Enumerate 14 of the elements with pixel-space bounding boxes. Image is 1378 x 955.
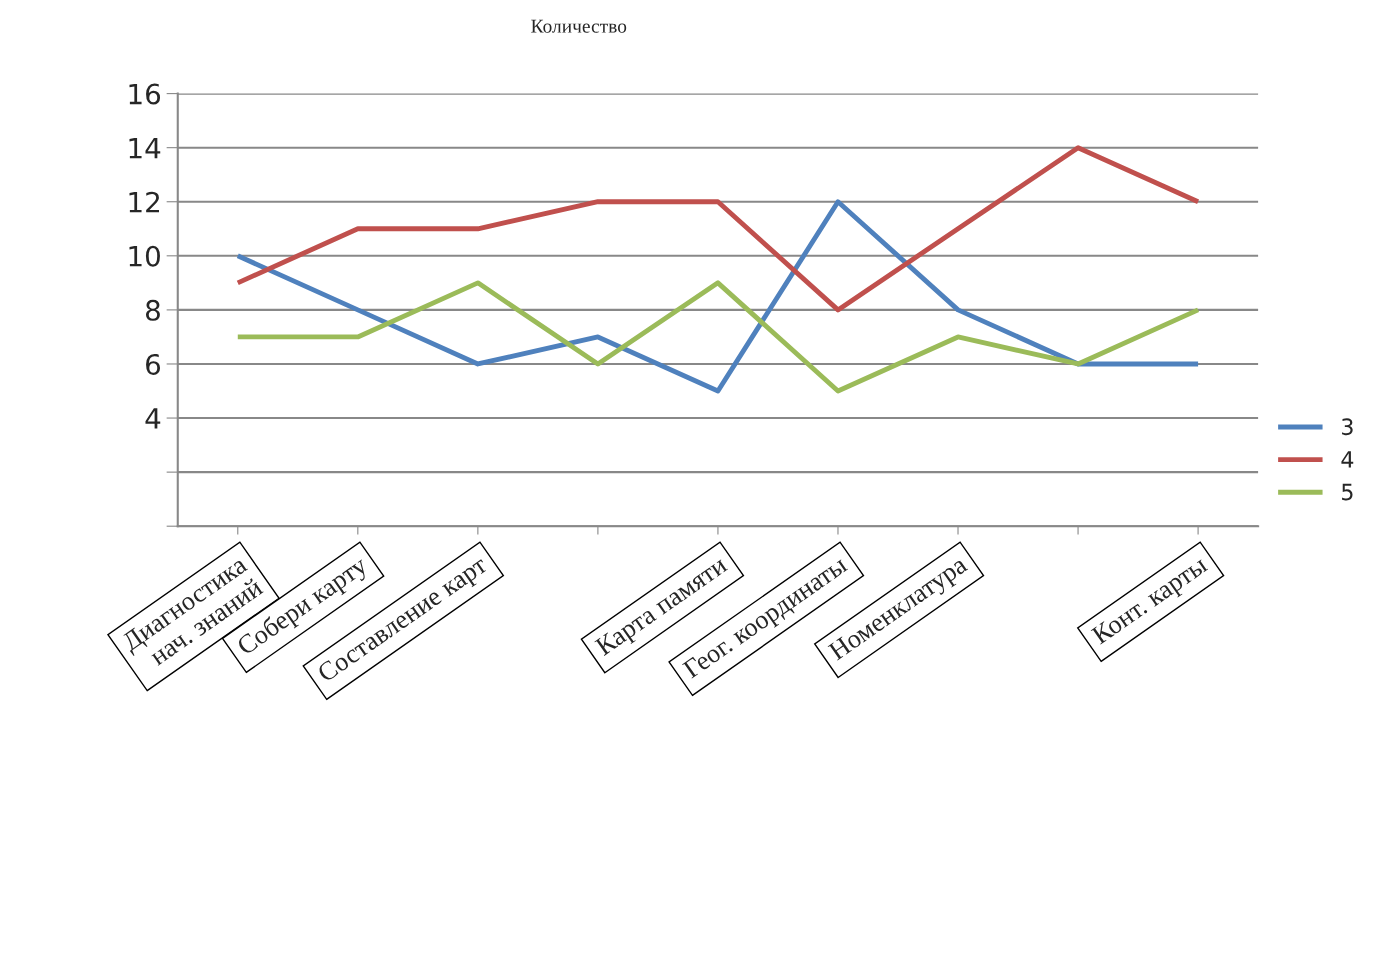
y-tick-label: 16 <box>129 83 161 105</box>
line-series <box>235 280 1201 394</box>
legend-label: 3 <box>1342 418 1353 436</box>
y-tick-label: 6 <box>146 353 161 375</box>
line-series <box>235 199 1201 394</box>
chart-title: Количество <box>531 19 627 33</box>
legend-label: 5 <box>1342 483 1353 501</box>
y-tick-label: 12 <box>129 191 160 213</box>
y-tick-label: 14 <box>129 137 161 159</box>
y-tick-label: 4 <box>145 408 161 429</box>
y-tick-label: 10 <box>129 245 160 267</box>
y-tick-label: 8 <box>146 299 160 321</box>
legend-label: 4 <box>1341 451 1354 468</box>
line-series <box>235 145 1201 313</box>
